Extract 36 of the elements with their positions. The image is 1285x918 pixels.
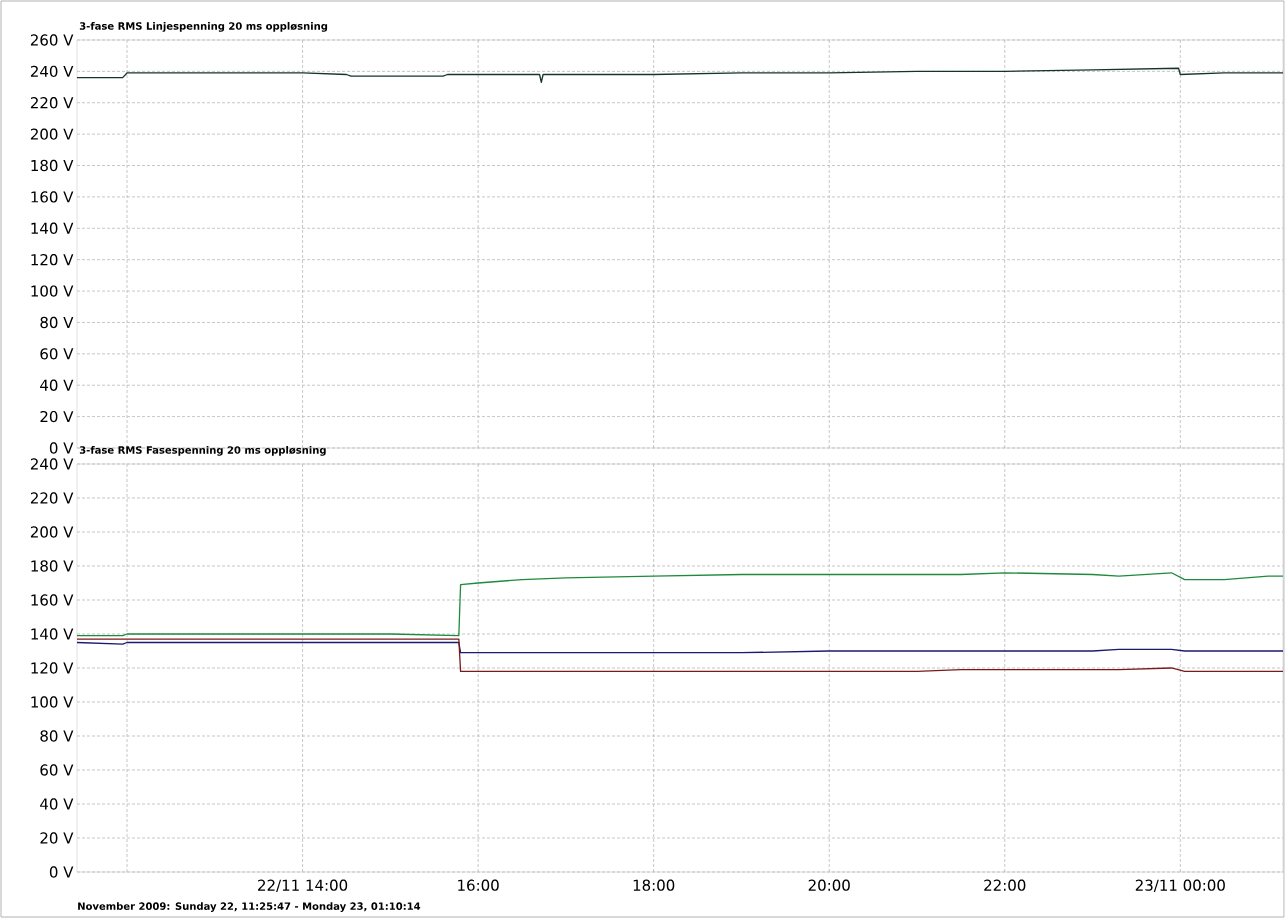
x-tick-label: 16:00 bbox=[458, 879, 499, 891]
y-tick-label: 220 V bbox=[30, 492, 74, 504]
y-tick-label: 60 V bbox=[40, 764, 74, 776]
y-tick-label: 220 V bbox=[30, 97, 74, 109]
text: November 2009: Sunday 22, 11:25:47 - Monday 23, 01:10:14 bbox=[78, 902, 421, 912]
y-tick-label: 20 V bbox=[40, 832, 74, 844]
y-tick-label: 100 V bbox=[31, 285, 74, 297]
y-tick-label: 40 V bbox=[40, 798, 74, 810]
chart-title: 3-fase RMS Fasespenning 20 ms oppløsning bbox=[79, 446, 326, 456]
y-tick-label: 240 V bbox=[30, 65, 74, 78]
y-tick-label: 120 V bbox=[31, 254, 74, 266]
x-tick-label: 18:00 bbox=[633, 879, 675, 891]
y-tick-label: 100 V bbox=[31, 696, 74, 708]
y-tick-label: 200 V bbox=[30, 128, 74, 140]
y-tick-label: 0 V bbox=[49, 442, 74, 454]
chart-title: 3-fase RMS Linjespenning 20 ms oppløsning bbox=[79, 22, 328, 32]
y-tick-label: 200 V bbox=[30, 526, 74, 538]
x-tick-label: 22/11 14:00 bbox=[258, 879, 348, 893]
y-tick-label: 40 V bbox=[40, 379, 74, 391]
y-tick-label: 160 V bbox=[31, 191, 74, 203]
y-tick-label: 180 V bbox=[31, 560, 74, 572]
y-tick-label: 20 V bbox=[40, 410, 74, 423]
x-tick-label: 20:00 bbox=[808, 879, 850, 891]
y-tick-label: 160 V bbox=[31, 594, 74, 606]
y-tick-label: 140 V bbox=[31, 222, 74, 234]
y-tick-label: 260 V bbox=[30, 34, 74, 46]
x-tick-label: 22:00 bbox=[984, 879, 1026, 891]
y-tick-label: 140 V bbox=[31, 628, 74, 640]
y-tick-label: 120 V bbox=[31, 662, 74, 674]
y-tick-label: 240 V bbox=[30, 458, 74, 470]
y-tick-label: 180 V bbox=[31, 159, 74, 172]
y-tick-label: 80 V bbox=[40, 730, 74, 742]
y-tick-label: 80 V bbox=[40, 316, 74, 329]
x-tick-label: 23/11 00:00 bbox=[1135, 879, 1225, 893]
y-tick-label: 0 V bbox=[49, 866, 74, 878]
y-tick-label: 60 V bbox=[40, 348, 74, 360]
